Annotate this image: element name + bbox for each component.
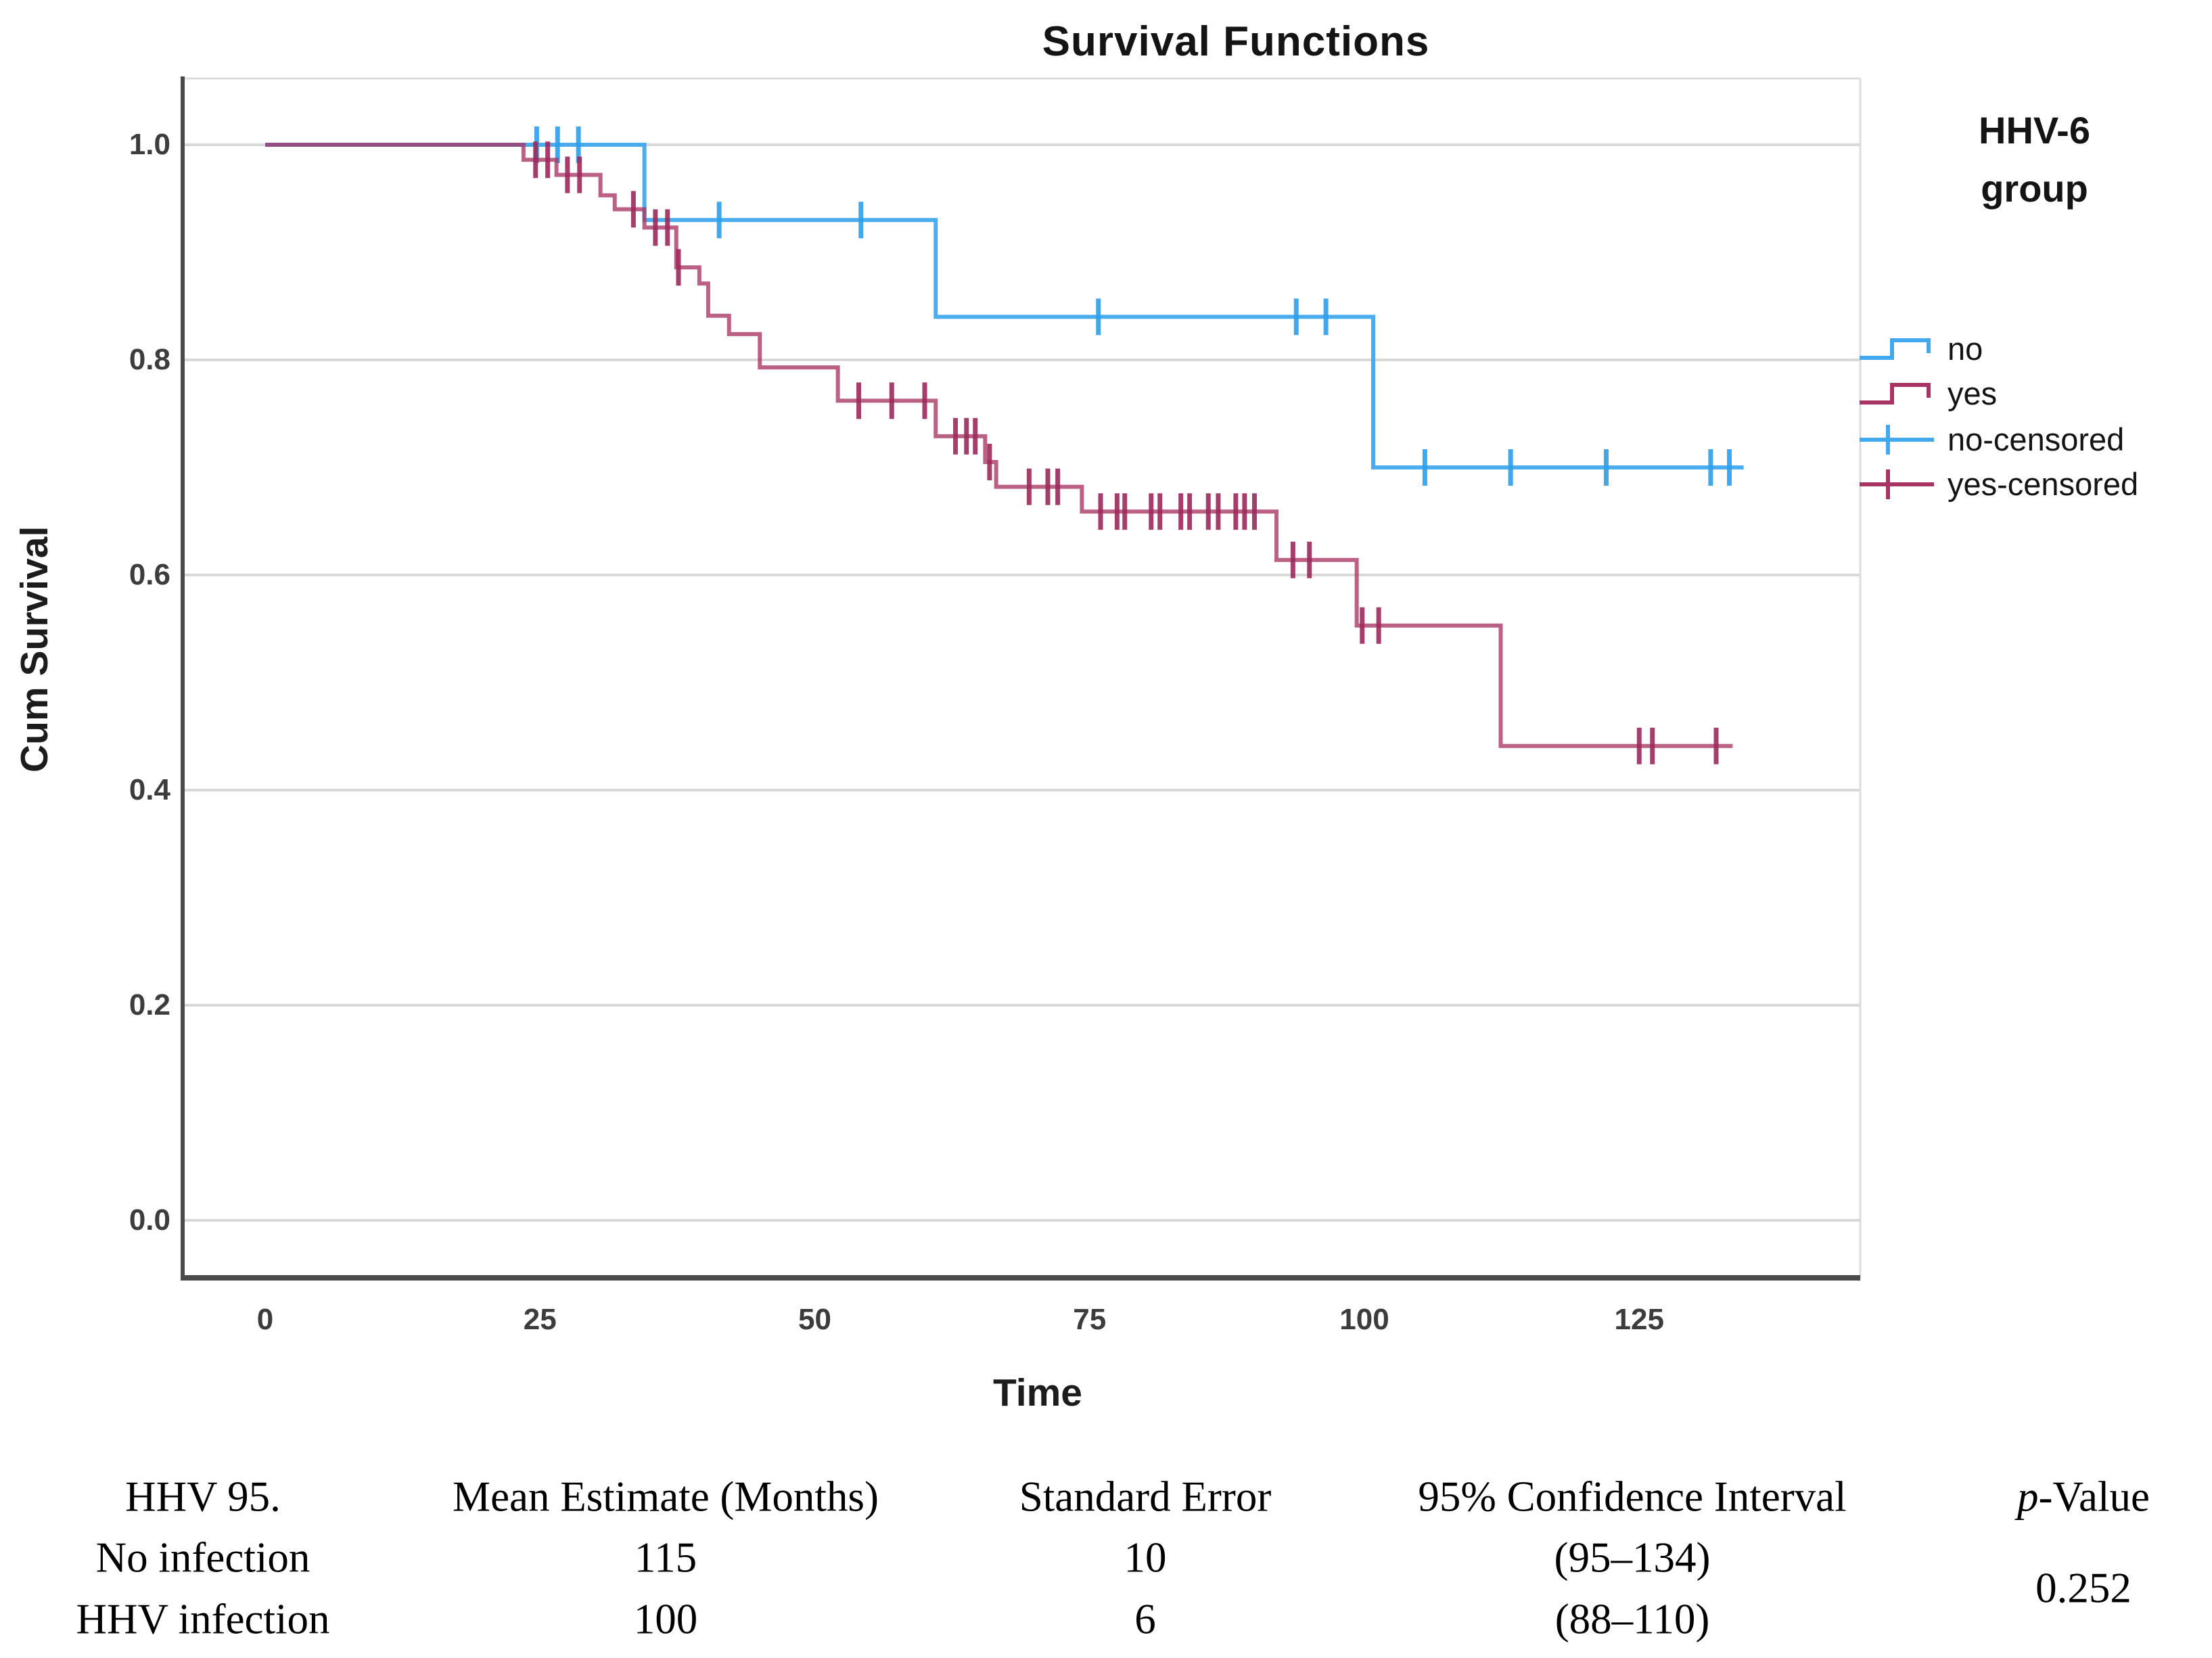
table-row2-label: HHV infection: [76, 1595, 330, 1643]
chart-title: Survival Functions: [1042, 18, 1430, 65]
table-row1-se: 10: [1124, 1534, 1167, 1582]
legend-entry-label: yes: [1948, 375, 1998, 411]
legend-entry-no-censored: no-censored: [1858, 423, 2124, 456]
table-row1-ci: (95–134): [1554, 1534, 1711, 1582]
table-header-se: Standard Error: [1019, 1473, 1272, 1521]
table-row2-mean: 100: [633, 1595, 698, 1643]
step-line-icon-no: [1860, 338, 1931, 360]
legend-title: HHV-6 group: [1857, 101, 2212, 218]
y-tick-label: 0.0: [129, 1203, 170, 1237]
legend-entry-no: no: [1858, 333, 1983, 365]
legend-entry-label: yes-censored: [1948, 466, 2139, 502]
table-row1-label: No infection: [95, 1534, 310, 1582]
x-tick-label: 100: [1339, 1303, 1389, 1336]
x-tick-label: 125: [1614, 1303, 1664, 1336]
table-header-mean: Mean Estimate (Months): [453, 1473, 879, 1521]
legend-entry-yes: yes: [1858, 377, 1997, 410]
legend-entry-yes-censored: yes-censored: [1858, 468, 2138, 501]
y-tick-label: 0.8: [129, 343, 170, 376]
table-row1-mean: 115: [634, 1534, 697, 1582]
table-header-ci: 95% Confidence Interval: [1418, 1473, 1847, 1521]
table-row2-se: 6: [1134, 1595, 1156, 1643]
y-tick-label: 0.2: [129, 988, 170, 1021]
legend-entry-label: no-censored: [1948, 421, 2125, 457]
y-tick-label: 0.4: [129, 773, 170, 806]
p-rest: -Value: [2038, 1473, 2150, 1521]
glyph-path: [1860, 338, 1931, 360]
x-axis-label: Time: [992, 1371, 1082, 1414]
p-italic: p: [2017, 1473, 2039, 1521]
table-row2-ci: (88–110): [1554, 1595, 1710, 1643]
legend-title-line2: group: [1981, 167, 2088, 210]
table-header-p-value: p-Value: [2017, 1473, 2150, 1522]
x-tick-label: 75: [1073, 1303, 1107, 1336]
glyph-path: [1860, 469, 1934, 499]
glyph-path: [1860, 425, 1934, 455]
censored-plus-icon-no: [1860, 425, 1934, 455]
km-curve-no: [265, 143, 1744, 469]
table-header-group: HHV 95.: [125, 1473, 281, 1521]
km-curve-yes: [265, 143, 1733, 748]
legend-entry-label: no: [1948, 331, 1983, 367]
x-tick-label: 0: [256, 1303, 274, 1336]
legend: HHV-6 group: [1857, 101, 2212, 218]
y-tick-label: 0.6: [129, 558, 170, 591]
y-tick-label: 1.0: [129, 128, 170, 161]
table-p-value: 0.252: [2035, 1564, 2132, 1612]
glyph-path: [1860, 383, 1931, 405]
x-tick-label: 50: [798, 1303, 831, 1336]
x-tick-label: 25: [523, 1303, 557, 1336]
km-plot-canvas: [181, 76, 1862, 1281]
step-line-icon-yes: [1860, 383, 1931, 405]
legend-title-line1: HHV-6: [1979, 109, 2090, 152]
censored-plus-icon-yes: [1860, 469, 1934, 499]
